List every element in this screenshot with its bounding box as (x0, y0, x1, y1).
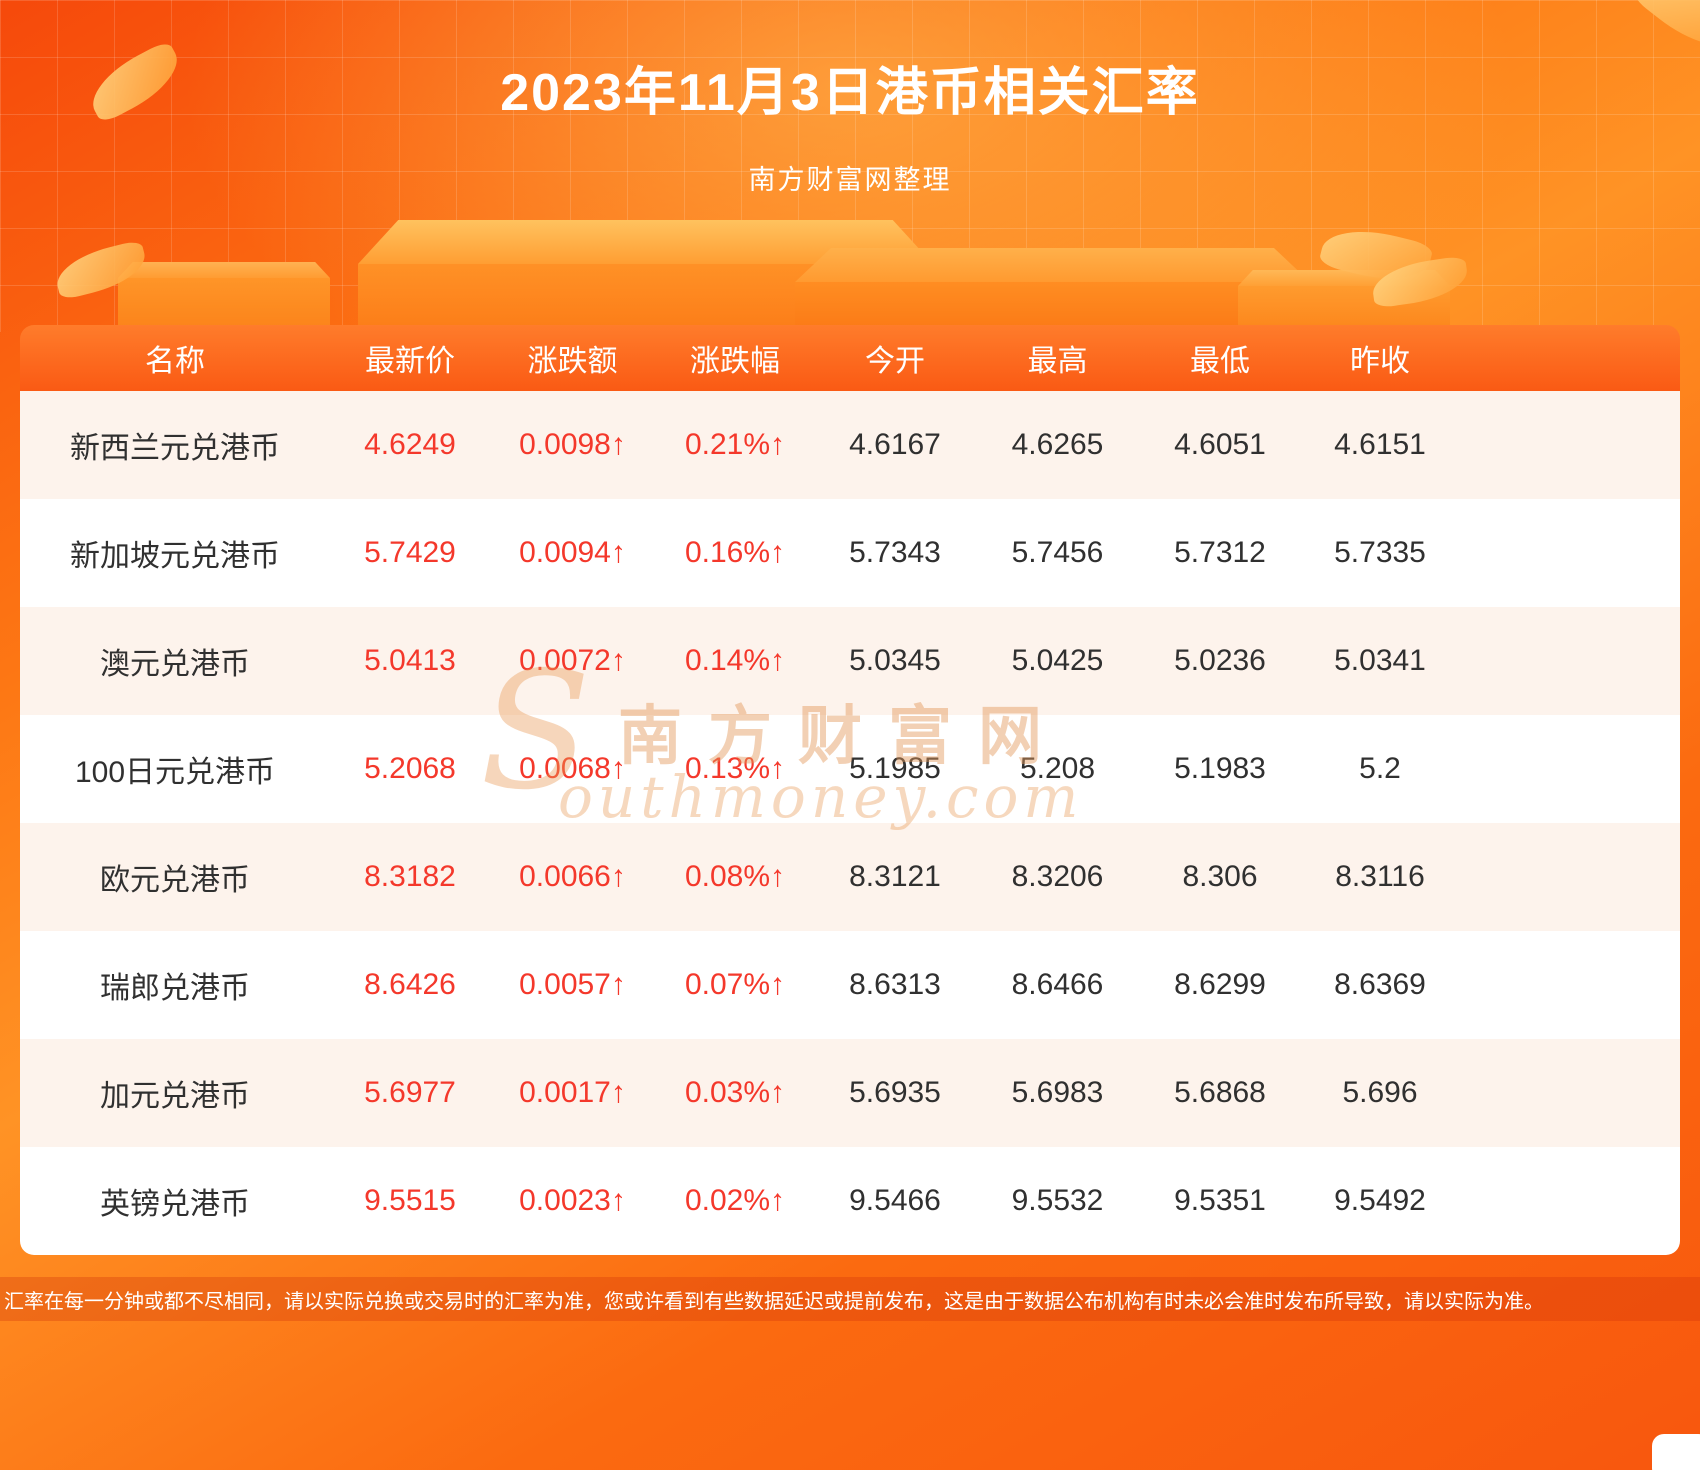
table-cell: 0.0023↑ (519, 1184, 626, 1217)
currency-pair-name: 100日元兑港币 (74, 756, 276, 789)
table-cell: 8.3121 (849, 860, 941, 893)
table-cell: 8.6299 (1174, 968, 1266, 1001)
table-cell: 5.2 (1359, 752, 1401, 785)
table-cell: 0.0057↑ (519, 968, 626, 1001)
table-cell: 5.6977 (364, 1076, 456, 1109)
table-cell: 8.3206 (1011, 860, 1104, 893)
table-cell: 0.0094↑ (519, 536, 626, 569)
column-header: 最高 (1027, 345, 1088, 378)
table-cell: 5.6868 (1174, 1076, 1266, 1109)
podium-graphic (795, 248, 1310, 282)
table-cell: 5.696 (1342, 1076, 1418, 1109)
page-subtitle: 南方财富网整理 (748, 165, 952, 195)
table-cell: 9.5466 (849, 1184, 941, 1217)
table-cell: 0.21%↑ (684, 428, 786, 461)
table-row: 加元兑港币 5.6977 0.0017↑ 0.03%↑ 5.6935 5.6983 5.68… (20, 1039, 1680, 1147)
table-header-row: 名称 最新价 涨跌额 涨跌幅 今开 最高 最低 昨收 (20, 325, 1680, 391)
table-row: 英镑兑港币 9.5515 0.0023↑ 0.02%↑ 9.5466 9.5532 9.53… (20, 1147, 1680, 1255)
table-cell: 5.0236 (1174, 644, 1266, 677)
table-cell: 5.7343 (849, 536, 941, 569)
table-cell: 4.6265 (1011, 428, 1104, 461)
table-cell: 8.3116 (1335, 860, 1425, 893)
currency-pair-name: 新西兰元兑港币 (70, 432, 280, 465)
table-row: 100日元兑港币 5.2068 0.0068↑ 0.13%↑ 5.1985 5.208 5.… (20, 715, 1680, 823)
table-cell: 0.0072↑ (519, 644, 626, 677)
table-cell: 9.5532 (1011, 1184, 1104, 1217)
table-cell: 8.6369 (1334, 968, 1426, 1001)
table-cell: 0.08%↑ (684, 860, 786, 893)
column-header: 昨收 (1350, 345, 1410, 378)
disclaimer-text: 汇率在每一分钟或都不尽相同，请以实际兑换或交易时的汇率为准，您或许看到有些数据延… (4, 1290, 1544, 1313)
currency-pair-name: 新加坡元兑港币 (70, 540, 280, 573)
disclaimer-bar: 汇率在每一分钟或都不尽相同，请以实际兑换或交易时的汇率为准，您或许看到有些数据延… (0, 1277, 1700, 1321)
table-cell: 4.6167 (849, 428, 941, 461)
currency-pair-name: 加元兑港币 (100, 1080, 250, 1113)
table-cell: 0.07%↑ (684, 968, 786, 1001)
table-cell: 8.6466 (1011, 968, 1104, 1001)
table-body: 新西兰元兑港币 4.6249 0.0098↑ 0.21%↑ 4.6167 4.6265 4.… (20, 391, 1680, 1255)
table-cell: 5.1983 (1174, 752, 1266, 785)
table-cell: 5.6983 (1011, 1076, 1104, 1109)
table-cell: 4.6151 (1334, 428, 1426, 461)
corner-decoration (1652, 1434, 1700, 1470)
currency-pair-name: 英镑兑港币 (100, 1188, 250, 1221)
page-title: 2023年11月3日港币相关汇率 (500, 64, 1200, 122)
table-cell: 0.14%↑ (684, 644, 786, 677)
table-row: 澳元兑港币 5.0413 0.0072↑ 0.14%↑ 5.0345 5.0425 5.02… (20, 607, 1680, 715)
column-header: 最新价 (365, 345, 455, 378)
table-cell: 0.16%↑ (684, 536, 786, 569)
table-cell: 5.7429 (364, 536, 456, 569)
table-cell: 5.7335 (1334, 536, 1426, 569)
table-cell: 5.0413 (364, 644, 456, 677)
currency-pair-name: 瑞郎兑港币 (100, 972, 250, 1005)
table-cell: 0.02%↑ (684, 1184, 786, 1217)
exchange-rates-table: 名称 最新价 涨跌额 涨跌幅 今开 最高 最低 昨收 新西兰元兑港币 4.6249 0.0098↑… (20, 325, 1680, 1255)
table-cell: 8.3182 (364, 860, 456, 893)
table-cell: 0.13%↑ (684, 752, 786, 785)
table-cell: 5.7456 (1011, 536, 1104, 569)
table-cell: 5.7312 (1174, 536, 1266, 569)
table-cell: 0.0068↑ (519, 752, 626, 785)
table-row: 欧元兑港币 8.3182 0.0066↑ 0.08%↑ 8.3121 8.3206 8.30… (20, 823, 1680, 931)
table-cell: 8.6313 (849, 968, 941, 1001)
table-cell: 4.6249 (364, 428, 456, 461)
table-row: 新加坡元兑港币 5.7429 0.0094↑ 0.16%↑ 5.7343 5.7456 5.… (20, 499, 1680, 607)
table-cell: 5.0341 (1334, 644, 1426, 677)
table-cell: 5.2068 (364, 752, 456, 785)
table-cell: 0.0066↑ (519, 860, 626, 893)
currency-pair-name: 欧元兑港币 (100, 864, 250, 897)
podium-graphic (795, 282, 1310, 330)
table-row: 瑞郎兑港币 8.6426 0.0057↑ 0.07%↑ 8.6313 8.6466 8.62… (20, 931, 1680, 1039)
table-row: 新西兰元兑港币 4.6249 0.0098↑ 0.21%↑ 4.6167 4.6265 4.… (20, 391, 1680, 499)
table-cell: 5.0425 (1011, 644, 1104, 677)
currency-pair-name: 澳元兑港币 (100, 648, 250, 681)
column-header: 涨跌额 (527, 345, 618, 378)
table-cell: 5.1985 (849, 752, 941, 785)
table-cell: 0.03%↑ (684, 1076, 786, 1109)
table-cell: 9.5351 (1174, 1184, 1266, 1217)
podium-graphic (118, 262, 330, 278)
table-cell: 4.6051 (1174, 428, 1266, 461)
column-header: 涨跌幅 (690, 345, 780, 378)
table-cell: 0.0017↑ (519, 1076, 626, 1109)
column-header: 名称 (145, 345, 205, 378)
column-header: 今开 (865, 345, 925, 378)
table-cell: 0.0098↑ (519, 428, 626, 461)
podium-graphic (118, 278, 330, 330)
table-cell: 5.0345 (849, 644, 941, 677)
table-cell: 8.6426 (364, 968, 456, 1001)
table-cell: 5.208 (1019, 752, 1096, 785)
table-cell: 5.6935 (849, 1076, 941, 1109)
table-cell: 9.5492 (1334, 1184, 1426, 1217)
column-header: 最低 (1190, 345, 1250, 378)
table-cell: 9.5515 (364, 1184, 456, 1217)
table-cell: 8.306 (1182, 860, 1258, 893)
